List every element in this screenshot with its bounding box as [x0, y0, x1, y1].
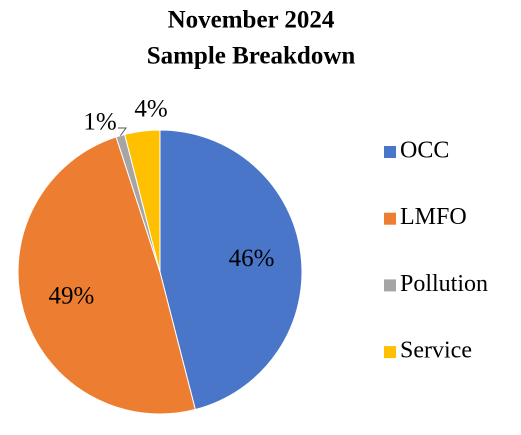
legend-swatch: [384, 279, 396, 292]
data-label: 1%: [83, 109, 116, 136]
data-label: 4%: [134, 96, 167, 123]
data-label: 49%: [48, 282, 94, 309]
legend-label: Pollution: [400, 271, 488, 297]
data-label: 46%: [229, 245, 275, 272]
pie-slice: [159, 129, 303, 411]
legend-label: LMFO: [400, 204, 467, 230]
pie-slice: [124, 129, 161, 273]
legend-swatch: [384, 346, 396, 359]
legend-swatch: [384, 212, 396, 225]
chart-title: November 2024: [168, 7, 335, 34]
legend-label: Service: [400, 338, 472, 364]
legend-swatch: [384, 146, 396, 158]
leader-line: [118, 127, 127, 136]
pie-slice: [17, 136, 196, 415]
chart-title: Sample Breakdown: [147, 43, 356, 70]
legend-label: OCC: [400, 138, 449, 164]
